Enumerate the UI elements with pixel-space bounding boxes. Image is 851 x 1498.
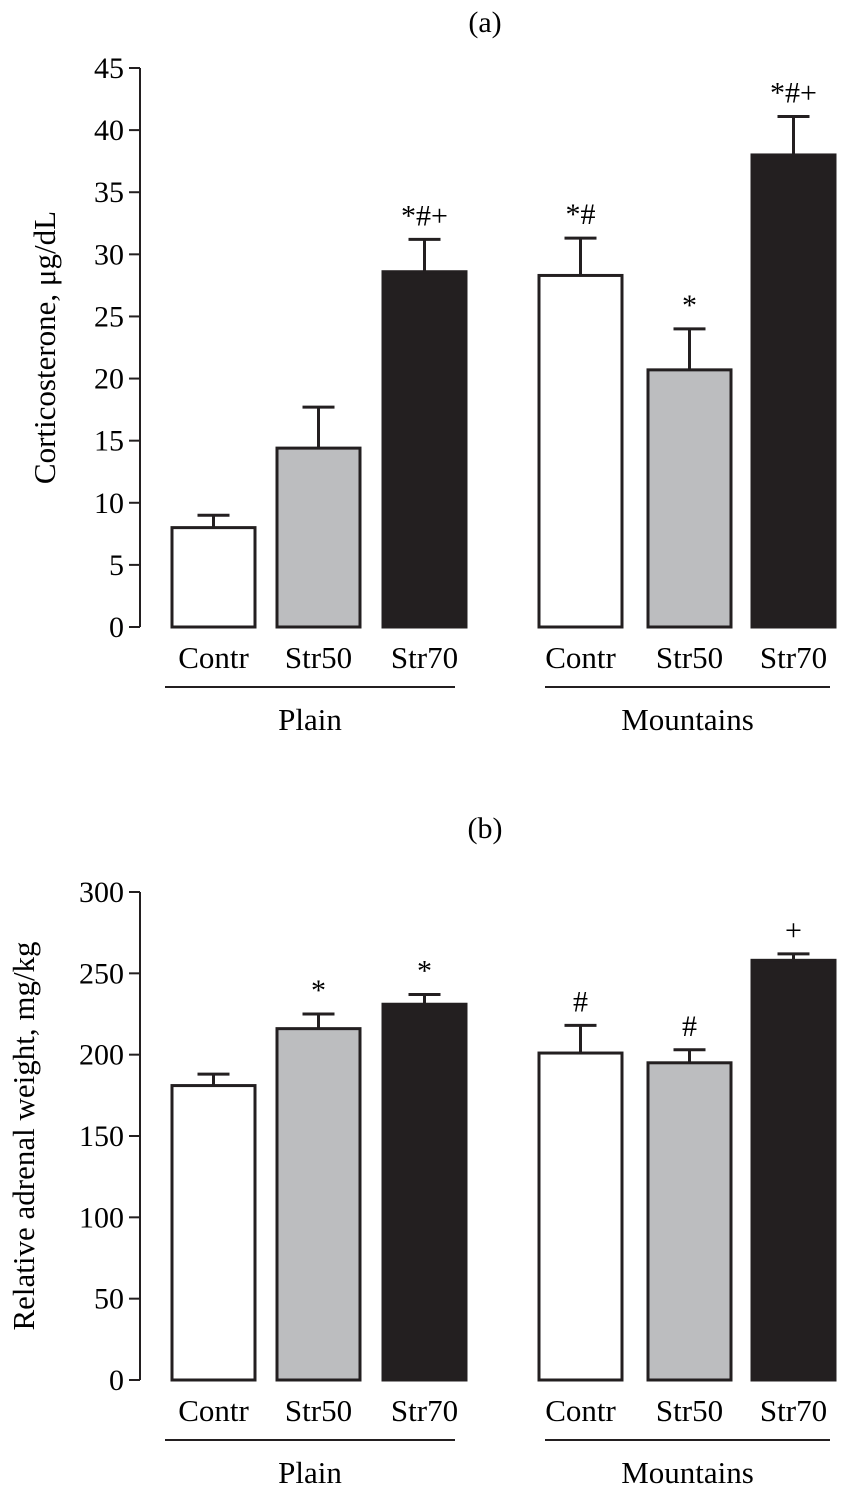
bar <box>537 1051 624 1382</box>
x-tick-label: Str50 <box>285 640 352 675</box>
x-tick-label: Str50 <box>656 640 723 675</box>
significance-annotation: * <box>311 974 326 1007</box>
significance-annotation: *# <box>566 198 596 231</box>
y-tick-label: 15 <box>94 425 124 458</box>
panel-label: (a) <box>468 6 501 39</box>
significance-annotation: # <box>573 985 588 1018</box>
x-tick-label: Contr <box>545 640 616 675</box>
y-tick-label: 100 <box>79 1201 124 1234</box>
y-tick-label: 300 <box>79 876 124 909</box>
y-tick-label: 10 <box>94 487 124 520</box>
group-label: Mountains <box>621 702 754 737</box>
x-tick-label: Str70 <box>391 640 458 675</box>
x-tick-label: Contr <box>545 1393 616 1428</box>
significance-annotation: + <box>785 914 802 947</box>
x-tick-label: Contr <box>178 1393 249 1428</box>
x-tick-label: Str50 <box>656 1393 723 1428</box>
y-tick-label: 250 <box>79 957 124 990</box>
y-tick-label: 0 <box>109 611 124 644</box>
y-tick-label: 20 <box>94 363 124 396</box>
y-tick-label: 0 <box>109 1364 124 1397</box>
bar <box>750 958 837 1382</box>
y-axis-label: Corticosterone, μg/dL <box>27 211 62 484</box>
group-label: Plain <box>278 702 342 737</box>
x-tick-label: Contr <box>178 640 249 675</box>
y-tick-label: 5 <box>109 549 124 582</box>
y-tick-label: 45 <box>94 52 124 85</box>
x-tick-label: Str70 <box>760 640 827 675</box>
significance-annotation: * <box>417 954 432 987</box>
significance-annotation: # <box>682 1010 697 1043</box>
bar <box>275 446 362 629</box>
bar <box>170 526 257 629</box>
group-label: Plain <box>278 1455 342 1490</box>
bar <box>170 1084 257 1382</box>
y-tick-label: 200 <box>79 1039 124 1072</box>
x-tick-label: Str70 <box>760 1393 827 1428</box>
bar <box>750 153 837 629</box>
y-tick-label: 150 <box>79 1120 124 1153</box>
y-tick-label: 35 <box>94 176 124 209</box>
y-tick-label: 50 <box>94 1283 124 1316</box>
y-tick-label: 25 <box>94 300 124 333</box>
panel-label: (b) <box>468 812 503 845</box>
group-label: Mountains <box>621 1455 754 1490</box>
bar <box>275 1027 362 1382</box>
y-tick-label: 30 <box>94 238 124 271</box>
significance-annotation: *#+ <box>770 76 817 109</box>
bar <box>381 270 468 629</box>
x-tick-label: Str50 <box>285 1393 352 1428</box>
bar <box>646 1061 733 1382</box>
y-axis-label: Relative adrenal weight, mg/kg <box>6 941 41 1330</box>
significance-annotation: * <box>682 289 697 322</box>
bar <box>646 368 733 629</box>
y-tick-label: 40 <box>94 114 124 147</box>
bar <box>381 1002 468 1382</box>
x-tick-label: Str70 <box>391 1393 458 1428</box>
bar <box>537 273 624 629</box>
significance-annotation: *#+ <box>401 199 448 232</box>
